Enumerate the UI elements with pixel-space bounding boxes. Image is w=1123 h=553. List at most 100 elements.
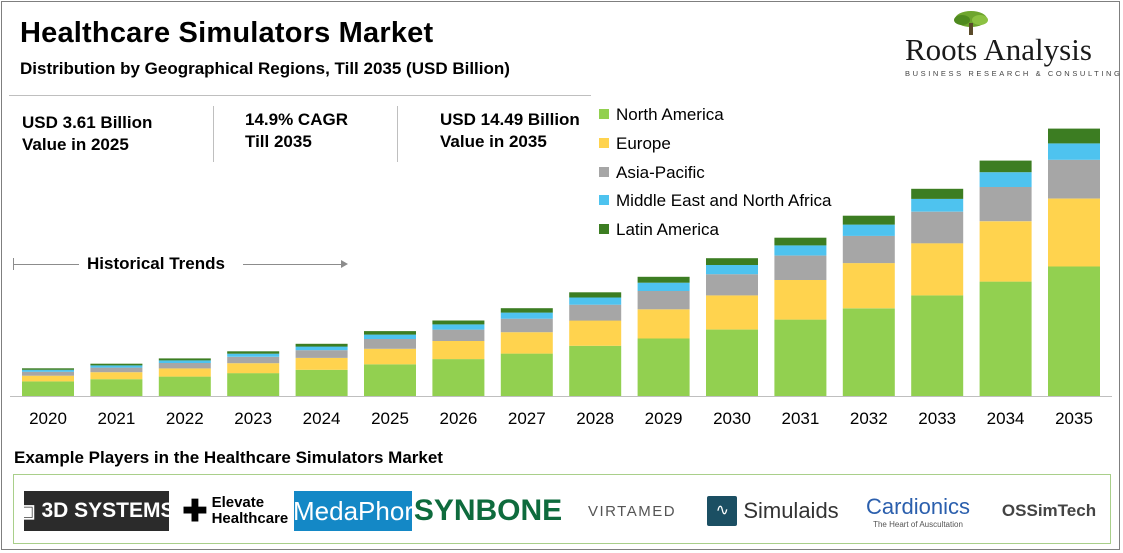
bar-segment-2023-europe <box>227 363 280 374</box>
historical-trends-label: Historical Trends <box>87 254 225 273</box>
bar-segment-2026-asia-pacific <box>432 329 485 341</box>
page-subtitle: Distribution by Geographical Regions, Ti… <box>20 59 510 78</box>
x-tick-label: 2034 <box>987 409 1025 428</box>
player-medaphor: MedaPhor <box>293 491 413 531</box>
bar-segment-2031-middle-east-and-north-africa <box>774 245 827 256</box>
player-ossimtech: OSSimTech <box>999 491 1099 531</box>
player-3d-systems: ▣ 3D SYSTEMS <box>18 491 175 531</box>
player-tagline: The Heart of Auscultation <box>873 519 963 529</box>
bar-segment-2023-latin-america <box>227 351 280 354</box>
legend-label: Middle East and North Africa <box>616 191 832 210</box>
bar-segment-2021-middle-east-and-north-africa <box>90 365 143 368</box>
player-name: Simulaids <box>743 498 839 523</box>
bar-segment-2027-asia-pacific <box>500 318 553 333</box>
stat-value-2025-amount: USD 3.61 Billion <box>22 113 153 132</box>
bar-segment-2026-latin-america <box>432 320 485 325</box>
legend-item: Asia-Pacific <box>599 163 705 183</box>
bar-segment-2022-middle-east-and-north-africa <box>158 360 211 363</box>
bar-segment-2028-north-america <box>569 345 622 396</box>
bar-segment-2029-latin-america <box>637 276 690 283</box>
bar-segment-2032-asia-pacific <box>842 235 895 264</box>
player-elevate-healthcare: ✚ Elevate Healthcare <box>178 491 288 531</box>
bar-segment-2025-asia-pacific <box>364 339 416 349</box>
bar-segment-2026-middle-east-and-north-africa <box>432 324 485 330</box>
bar-segment-2023-asia-pacific <box>227 356 280 364</box>
stacked-bar-chart: 2020 2021 2022 2023 2024 2025 2026 2027 2028 2029… <box>10 128 1112 428</box>
stat-value-2025: USD 3.61 Billion Value in 2025 <box>22 112 152 156</box>
bar-segment-2032-north-america <box>842 308 895 396</box>
x-tick-label: 2033 <box>918 409 956 428</box>
bar-segment-2020-asia-pacific <box>22 371 74 376</box>
legend-item: Latin America <box>599 220 719 240</box>
tree-icon <box>954 11 988 35</box>
bar-segment-2035-north-america <box>1048 266 1100 396</box>
logo-tagline: BUSINESS RESEARCH & CONSULTING <box>905 69 1123 78</box>
player-cardionics: Cardionics The Heart of Auscultation <box>858 491 978 531</box>
stat-separator <box>397 106 398 162</box>
x-tick-label: 2028 <box>576 409 614 428</box>
bar-segment-2020-north-america <box>22 381 74 396</box>
historical-line <box>243 264 343 265</box>
player-name: SYNBONE <box>413 494 563 527</box>
bar-segment-2027-north-america <box>500 353 553 396</box>
bar-segment-2021-latin-america <box>90 363 143 366</box>
player-name: MedaPhor <box>293 495 413 526</box>
legend-swatch <box>599 109 609 119</box>
stat-cagr-amount: 14.9% CAGR <box>245 110 348 129</box>
stat-cagr: 14.9% CAGR Till 2035 <box>245 109 348 153</box>
bar-segment-2027-middle-east-and-north-africa <box>500 312 553 319</box>
bar-segment-2027-latin-america <box>500 308 553 313</box>
bar-segment-2030-middle-east-and-north-africa <box>706 265 758 275</box>
bar-segment-2031-latin-america <box>774 237 827 246</box>
x-tick-label: 2023 <box>234 409 272 428</box>
bar-segment-2022-asia-pacific <box>158 363 211 369</box>
bar-segment-2032-latin-america <box>842 215 895 225</box>
x-tick-label: 2031 <box>781 409 819 428</box>
bar-segment-2033-europe <box>911 243 964 296</box>
bar-segment-2026-north-america <box>432 359 485 396</box>
legend-label: North America <box>616 105 724 124</box>
player-name: Elevate Healthcare <box>211 494 289 527</box>
bar-segment-2033-latin-america <box>911 188 964 199</box>
historical-line <box>13 264 79 265</box>
bar-segment-2021-asia-pacific <box>90 367 143 373</box>
bar-segment-2035-latin-america <box>1048 128 1100 144</box>
legend-item: Europe <box>599 134 671 154</box>
bar-segment-2029-asia-pacific <box>637 291 690 310</box>
stat-value-2025-label: Value in 2025 <box>22 135 129 154</box>
bar-segment-2022-latin-america <box>158 358 211 361</box>
x-tick-label: 2032 <box>850 409 888 428</box>
players-logo-strip: ▣ 3D SYSTEMS ✚ Elevate Healthcare MedaPho… <box>13 474 1111 544</box>
bar-segment-2030-north-america <box>706 329 758 396</box>
bar-segment-2033-asia-pacific <box>911 211 964 244</box>
legend-item: Middle East and North Africa <box>599 191 831 211</box>
bar-segment-2029-europe <box>637 309 690 339</box>
bar-segment-2023-north-america <box>227 373 280 396</box>
stats-divider <box>9 95 591 96</box>
player-name: VIRTAMED <box>587 502 677 520</box>
player-name: OSSimTech <box>1001 501 1097 520</box>
x-tick-label: 2024 <box>303 409 341 428</box>
bar-segment-2028-asia-pacific <box>569 304 622 321</box>
x-tick-label: 2026 <box>439 409 477 428</box>
player-virtamed: VIRTAMED <box>570 491 694 531</box>
legend-swatch <box>599 195 609 205</box>
page-title: Healthcare Simulators Market <box>20 17 434 49</box>
bar-segment-2034-europe <box>979 221 1032 282</box>
players-title: Example Players in the Healthcare Simula… <box>14 448 443 467</box>
bar-segment-2035-middle-east-and-north-africa <box>1048 143 1100 160</box>
legend-swatch <box>599 138 609 148</box>
bar-segment-2022-north-america <box>158 376 211 396</box>
cross-icon: ✚ <box>182 494 208 528</box>
roots-analysis-logo: Roots Analysis BUSINESS RESEARCH & CONSU… <box>902 10 1120 82</box>
legend-item: North America <box>599 105 724 125</box>
bar-segment-2023-middle-east-and-north-africa <box>227 353 280 357</box>
heartbeat-icon: ∿ <box>707 496 738 526</box>
bar-segment-2024-middle-east-and-north-africa <box>295 346 348 351</box>
bar-segment-2032-europe <box>842 263 895 309</box>
legend-swatch <box>599 167 609 177</box>
bar-segment-2025-europe <box>364 348 416 365</box>
player-simulaids: ∿ Simulaids <box>702 491 844 531</box>
bar-segment-2027-europe <box>500 332 553 354</box>
